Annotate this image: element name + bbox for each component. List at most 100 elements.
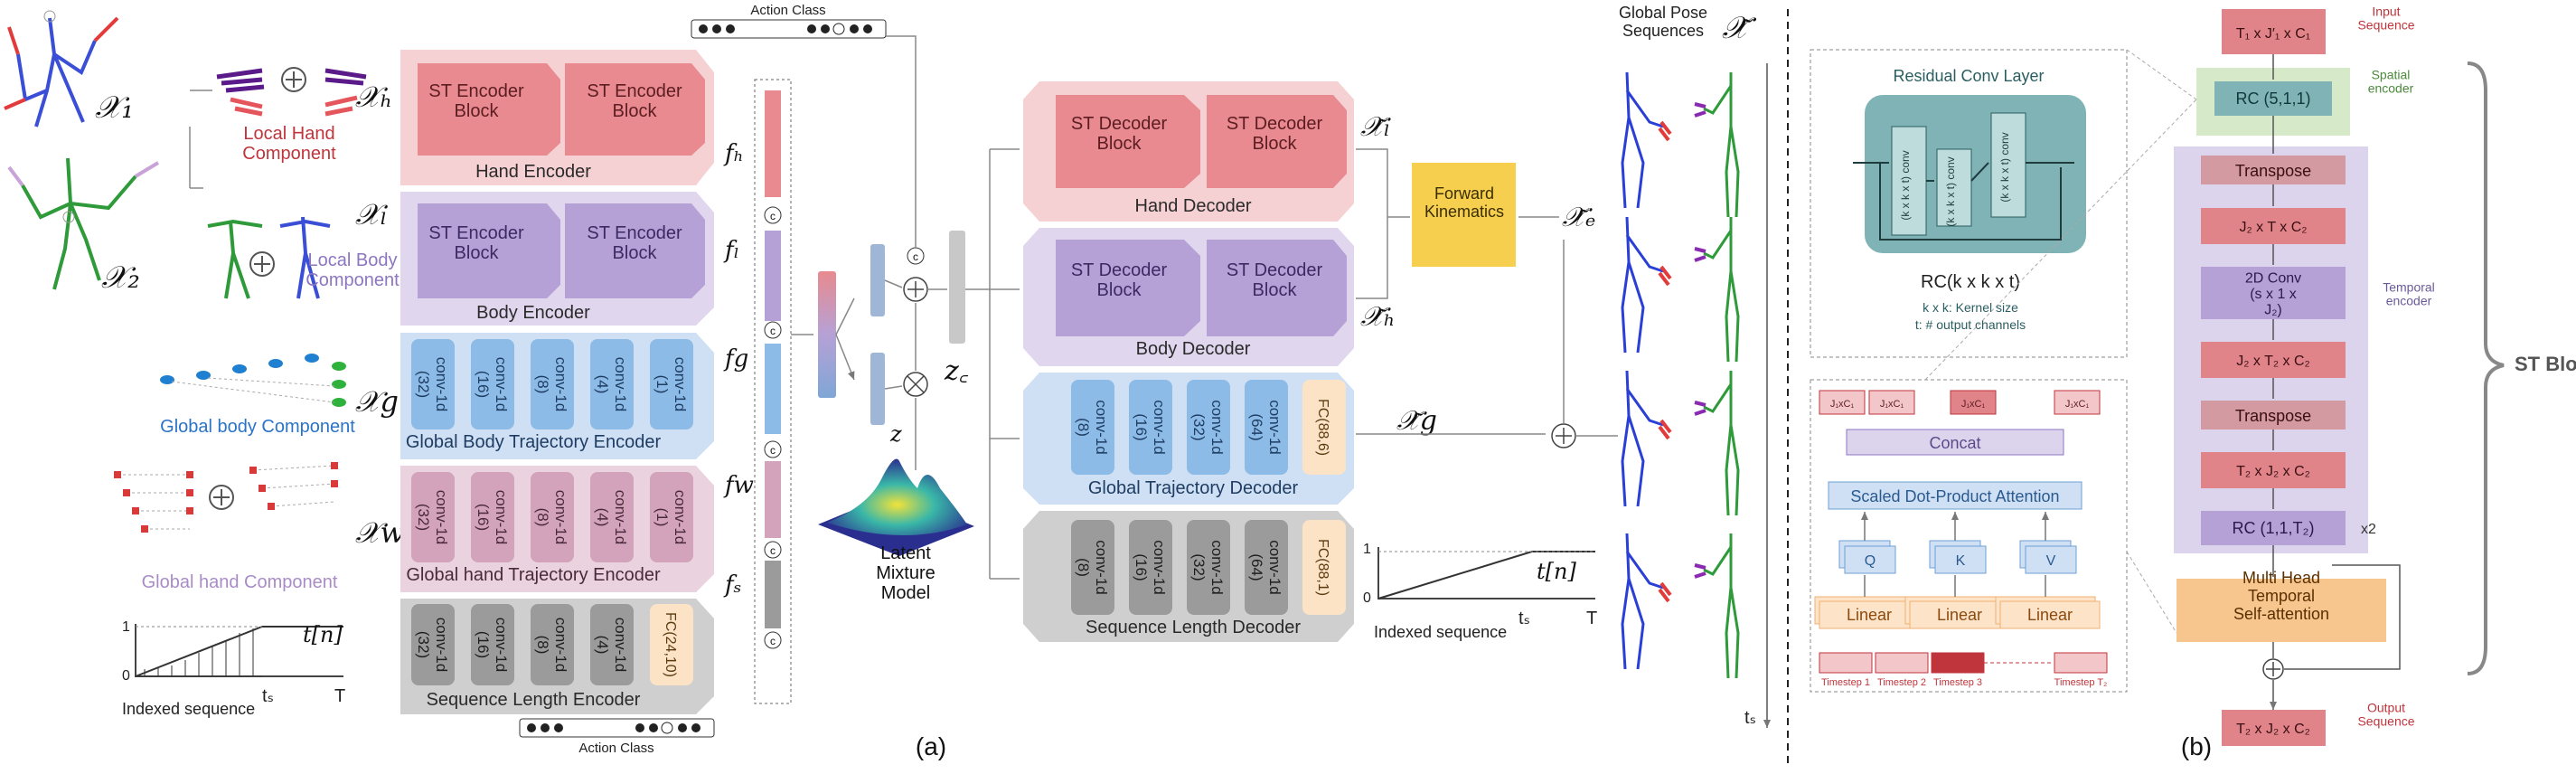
body-encoder-block-2: ST Encoder Block [587, 223, 682, 263]
output-channels-note: t: # output channels [1915, 317, 2026, 332]
hand-decoder-block-2: ST Decoder Block [1227, 114, 1323, 154]
z-symbol: z [889, 421, 902, 447]
gh-conv-label-5: conv-1d(1) [653, 490, 689, 544]
svg-text:c: c [913, 250, 918, 263]
conv2d-label: 2D Conv (s x 1 x J₂) [2245, 270, 2301, 317]
qkv-branches: Q Linear K Linear V Linear [1814, 512, 2101, 629]
global-trajectory-decoder-title: Global Trajectory Decoder [1088, 478, 1299, 498]
spatial-link [1924, 49, 2197, 381]
forward-kinematics-box [1412, 163, 1516, 267]
sl-conv-1 [411, 604, 455, 685]
timestep-token-3 [1931, 652, 1985, 674]
tn-label-right: t[n] [1537, 559, 1576, 584]
action-class-bottom [519, 718, 715, 738]
pose-green-hand-3 [1694, 401, 1706, 416]
transpose2-box [2201, 401, 2346, 429]
indexed-sequence-plot-right [1377, 547, 1595, 599]
td-fc-label: FC(88,6) [1315, 399, 1330, 456]
output-sequence-box [2222, 710, 2326, 746]
attention-head-tokens: J₁xC₁ J₁xC₁ J₁xC₁ J₁xC₁ [1819, 390, 2101, 415]
residual-conv-1: (k x k x t) conv [1899, 150, 1912, 220]
head-token-label-3: J₁xC₁ [1961, 399, 1986, 410]
x2-symbol: 𝒳₂ [101, 260, 140, 296]
feature-concat-column: c c c c c [754, 79, 792, 704]
pose-green-2 [1703, 217, 1740, 363]
sl-conv-label-4: conv-1d(4) [594, 618, 629, 672]
arrow-x1-split [189, 90, 212, 189]
gh-conv-4 [590, 472, 634, 562]
svg-text:c: c [770, 635, 776, 647]
mhsa-detail-panel [1810, 379, 2128, 693]
v-box [2025, 545, 2077, 574]
global-body-component-icon [160, 354, 346, 407]
q-linear-label: Linear [1847, 606, 1892, 624]
residual-conv-title: Residual Conv Layer [1893, 67, 2044, 85]
global-hand-trajectory-encoder-title: Global hand Trajectory Encoder [406, 565, 661, 585]
st-block-label: ST Block [2515, 353, 2576, 375]
pose-blue-4 [1621, 533, 1664, 670]
axis-zero-left: 0 [122, 668, 130, 684]
k-linear-label: Linear [1937, 606, 1982, 624]
xl-tilde-symbol: 𝒳̃ₗ [1360, 111, 1391, 143]
body-encoder [400, 192, 714, 326]
timestep-tokens: Timestep 1 Timestep 2 Timestep 3 Timestep T… [1819, 652, 2108, 688]
td-conv-3 [1187, 380, 1230, 475]
transpose2-label: Transpose [2235, 407, 2311, 425]
forward-kinematics-label: Forward Kinematics [1424, 184, 1504, 221]
sl-conv-label-2: conv-1d(16) [475, 618, 510, 672]
k-label: K [1956, 553, 1966, 569]
sd-conv-2 [1129, 520, 1172, 615]
gb-conv-label-4: conv-1d(4) [594, 357, 629, 411]
T-label-left: T [334, 686, 345, 706]
gh-conv-label-4: conv-1d(4) [594, 490, 629, 544]
action-class-top [691, 19, 887, 39]
gh-conv-3 [531, 472, 574, 562]
hand-encoder-title: Hand Encoder [475, 162, 591, 182]
concat-box [1846, 429, 2064, 456]
head-token-label-2: J₁xC₁ [1880, 399, 1904, 410]
gb-conv-3 [531, 339, 574, 429]
latent-mixture-model-surface [818, 458, 974, 556]
xg-tilde-symbol: 𝒳̃g [1396, 405, 1437, 437]
sl-fc [650, 604, 693, 685]
fw-symbol: fw [723, 472, 754, 499]
pose-green-1 [1703, 72, 1740, 218]
sd-conv-1 [1071, 520, 1114, 615]
axis-zero-right: 0 [1363, 590, 1371, 606]
indexed-sequence-plot-left [135, 624, 343, 677]
j2tc2-box [2201, 208, 2346, 244]
gb-conv-2 [471, 339, 514, 429]
input-sequence-label: Input Sequence [2357, 4, 2414, 32]
xe-tilde-symbol: 𝒳̃ₑ [1562, 202, 1595, 233]
head-token-label-4: J₁xC₁ [2065, 399, 2090, 410]
hand-decoder-block-1: ST Decoder Block [1071, 114, 1168, 154]
fh-symbol: fₕ [723, 140, 744, 167]
body-decoder-block-1: ST Decoder Block [1071, 260, 1168, 300]
gb-conv-label-2: conv-1d(16) [475, 357, 510, 411]
body-encoder-block-1: ST Encoder Block [428, 223, 524, 263]
fg-symbol: fg [723, 345, 748, 373]
sl-conv-4 [590, 604, 634, 685]
zc-symbol: z꜀ [944, 355, 969, 387]
sd-conv-3 [1187, 520, 1230, 615]
gh-conv-label-3: conv-1d(8) [534, 490, 569, 544]
ts-label-right: tₛ [1518, 609, 1530, 628]
xl-symbol: 𝒳ₗ [355, 197, 389, 231]
local-body-component-icon [207, 216, 331, 299]
mhsa-link [2126, 551, 2177, 634]
axis-one-left: 1 [122, 619, 130, 635]
hand-encoder-block-1: ST Encoder Block [428, 81, 524, 121]
xw-symbol: 𝒳w [355, 515, 405, 550]
sl-conv-label-1: conv-1d(32) [415, 618, 450, 672]
j2tc2-label: J₂ x T x C₂ [2240, 220, 2308, 235]
concat-label: Concat [1929, 434, 1980, 452]
local-hand-component-icon [216, 67, 367, 117]
rc-first-label: RC (5,1,1) [2235, 90, 2310, 108]
td-conv-label-3: conv-1d(32) [1190, 400, 1226, 454]
global-pose-sequences [1621, 71, 1740, 679]
td-conv-2 [1129, 380, 1172, 475]
st-block-flow-arrows [2262, 54, 2401, 710]
v-label: V [2046, 553, 2056, 569]
body-decoder-title: Body Decoder [1136, 339, 1251, 359]
